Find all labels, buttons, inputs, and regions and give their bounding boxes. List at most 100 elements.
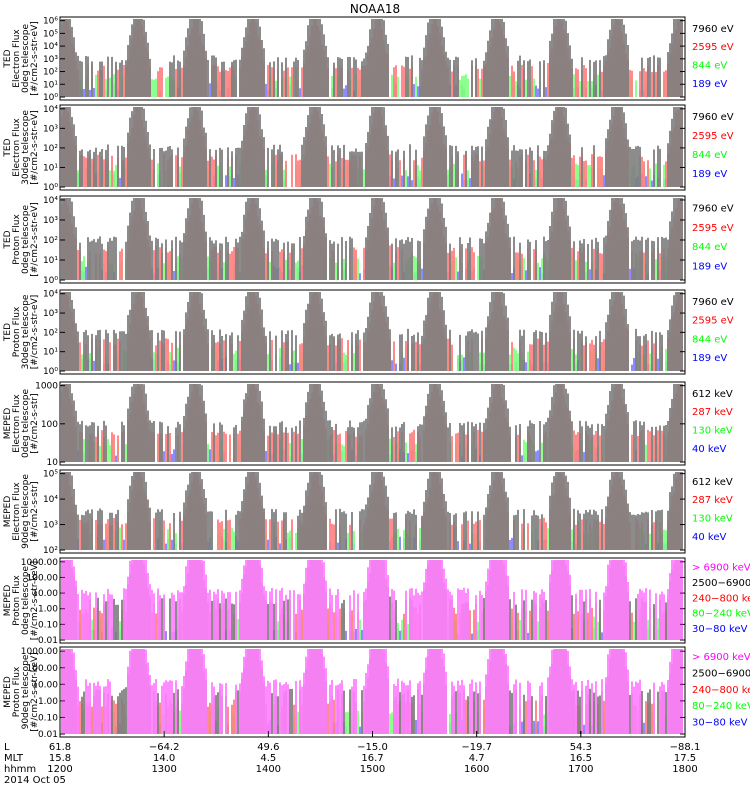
series-trace: [61, 384, 683, 462]
y-axis-label-line: 0deg telescope: [21, 566, 31, 636]
y-axis-label-line: [#/cm2-s-str-eV]: [30, 202, 40, 277]
legend-entry: 7960 eV: [692, 203, 734, 214]
x-tick-label-hhmm: 1400: [256, 764, 281, 775]
y-axis-label-line: MEPED: [3, 496, 13, 528]
legend-entry: 80−240 keV: [692, 701, 750, 712]
y-axis-label-line: TED: [3, 323, 13, 342]
y-tick-label: 100.00: [27, 664, 59, 674]
x-tick-label-MLT: 14.0: [153, 753, 175, 764]
legend-entry: 40 keV: [692, 444, 726, 455]
y-tick-label: 1.00: [38, 605, 58, 615]
y-axis-label-line: Electron Flux: [12, 118, 22, 177]
y-axis-label-line: [#/cm2-s-str-eV]: [30, 110, 40, 185]
legend-entry: 287 keV: [692, 407, 733, 418]
y-tick-label: 10⁰: [43, 183, 58, 193]
y-tick-label: 10⁴: [43, 196, 58, 206]
y-tick-label: 10: [47, 458, 59, 468]
legend-entry: 189 eV: [692, 261, 727, 272]
chart-title: NOAA18: [350, 2, 400, 16]
legend-entry: > 6900 keV: [692, 652, 750, 663]
y-tick-label: 10⁶: [43, 17, 58, 27]
legend-entry: 7960 eV: [692, 24, 734, 35]
y-tick-label: 10²: [43, 144, 58, 154]
y-axis-label-line: [#/cm2-s-str-keV]: [30, 561, 40, 640]
y-axis-label: TED Electron Flux 0deg telescope [#/cm2-s-s…: [3, 21, 40, 96]
y-tick-label: 10⁴: [43, 290, 58, 300]
x-tick-label-MLT: 16.7: [361, 753, 383, 764]
x-tick-label-L: 49.6: [257, 742, 279, 753]
y-tick-label: 10³: [43, 521, 58, 531]
series-trace: [61, 649, 683, 734]
y-axis-label-line: MEPED: [3, 676, 13, 708]
y-tick-label: 10⁴: [43, 42, 58, 52]
series-trace: [61, 19, 683, 97]
y-tick-label: 10³: [43, 55, 58, 65]
x-row-label: MLT: [4, 753, 24, 764]
legend-entry: 130 keV: [692, 426, 733, 437]
y-axis-label-line: Electron Flux: [12, 29, 22, 88]
legend-entry: 844 eV: [692, 334, 727, 345]
y-tick-label: 10.00: [32, 589, 58, 599]
legend-entry: 189 eV: [692, 79, 727, 90]
y-tick-label: 10³: [43, 309, 58, 319]
y-axis-label: TED Proton Flux 0deg telescope [#/cm2-s-str…: [3, 202, 40, 277]
x-tick-label-MLT: 4.7: [469, 753, 485, 764]
legend-entry: 844 eV: [692, 242, 727, 253]
legend-entry: 612 keV: [692, 477, 733, 488]
y-tick-label: 10¹: [43, 348, 58, 358]
y-tick-label: 100: [41, 420, 58, 430]
legend-entry: 80−240 keV: [692, 609, 750, 620]
x-tick-label-hhmm: 1800: [672, 764, 697, 775]
y-axis-label-line: MEPED: [3, 408, 13, 440]
y-axis-label-line: [#/cm2-s-str-eV]: [30, 21, 40, 96]
y-tick-label: 10³: [43, 216, 58, 226]
y-axis-label-line: [#/cm2-s-str]: [30, 393, 40, 453]
y-tick-label: 10⁵: [43, 470, 58, 480]
y-tick-label: 1.00: [38, 697, 58, 707]
legend-entry: 7960 eV: [692, 112, 734, 123]
y-tick-label: 10⁰: [43, 367, 58, 377]
y-tick-label: 10²: [43, 328, 58, 338]
x-tick-label-hhmm: 1300: [151, 764, 176, 775]
legend-entry: 30−80 keV: [692, 718, 748, 729]
y-axis-label-line: 30deg telescope: [21, 110, 31, 185]
x-tick-label-hhmm: 1700: [568, 764, 593, 775]
y-tick-label: 0.01: [38, 730, 58, 740]
y-axis-label-line: 90deg telescope: [21, 654, 31, 729]
y-tick-label: 0.01: [38, 636, 58, 646]
x-tick-label-L: −64.2: [149, 742, 180, 753]
legend-entry: 189 eV: [692, 353, 727, 364]
y-axis-label-line: Proton Flux: [12, 666, 22, 717]
y-axis-label-line: 0deg telescope: [21, 24, 31, 94]
legend-entry: 287 keV: [692, 495, 733, 506]
legend-entry: > 6900 keV: [692, 562, 750, 573]
y-axis-label-line: [#/cm2-s-str-eV]: [30, 295, 40, 370]
y-tick-label: 10⁵: [43, 29, 58, 39]
y-tick-label: 10²: [43, 546, 58, 556]
x-tick-label-MLT: 15.8: [49, 753, 71, 764]
y-tick-label: 10¹: [43, 256, 58, 266]
y-axis-label-line: 90deg telescope: [21, 474, 31, 549]
y-axis-label-line: TED: [3, 138, 13, 157]
legend-entry: 2595 eV: [692, 223, 734, 234]
legend-entry: 40 keV: [692, 532, 726, 543]
x-tick-label-L: 54.3: [570, 742, 592, 753]
y-axis-label-line: Proton Flux: [12, 306, 22, 357]
x-tick-label-L: −15.0: [357, 742, 388, 753]
x-tick-label-hhmm: 1600: [464, 764, 489, 775]
x-tick-label-MLT: 4.5: [260, 753, 276, 764]
panel-frame: [59, 469, 686, 554]
y-tick-label: 1000: [35, 382, 58, 392]
series-trace: [61, 198, 683, 280]
y-tick-label: 10⁴: [43, 105, 58, 115]
y-axis-label-line: 0deg telescope: [21, 389, 31, 459]
y-tick-label: 100.00: [27, 573, 59, 583]
